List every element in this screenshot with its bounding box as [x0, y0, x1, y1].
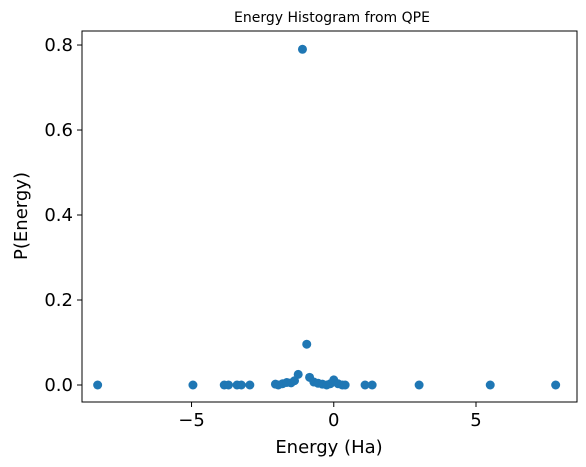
data-point: [236, 380, 246, 390]
x-tick-label: −5: [178, 410, 205, 431]
chart-title: Energy Histogram from QPE: [234, 10, 430, 26]
data-point: [293, 369, 303, 379]
data-points: [93, 44, 561, 390]
x-tick-label: 0: [328, 410, 339, 431]
data-point: [340, 380, 350, 390]
x-tick-label: 5: [470, 410, 481, 431]
y-tick-label: 0.2: [44, 290, 73, 311]
y-tick-label: 0.8: [44, 35, 73, 56]
data-point: [360, 380, 370, 390]
data-point: [297, 44, 307, 54]
y-tick-label: 0.4: [44, 205, 73, 226]
y-tick-label: 0.6: [44, 120, 73, 141]
y-axis: 0.0 0.2 0.4 0.6 0.8: [44, 35, 82, 396]
plot-area-frame: [81, 30, 578, 403]
data-point: [485, 380, 495, 390]
data-point: [302, 339, 312, 349]
y-axis-label: P(Energy): [11, 172, 32, 260]
data-point: [224, 380, 234, 390]
x-axis: −5 0 5: [178, 402, 482, 431]
x-axis-label: Energy (Ha): [275, 437, 382, 458]
data-point: [367, 380, 377, 390]
data-point: [245, 380, 255, 390]
y-tick-label: 0.0: [44, 375, 73, 396]
data-point: [93, 380, 103, 390]
data-point: [188, 380, 198, 390]
data-point: [551, 380, 561, 390]
data-point: [414, 380, 424, 390]
